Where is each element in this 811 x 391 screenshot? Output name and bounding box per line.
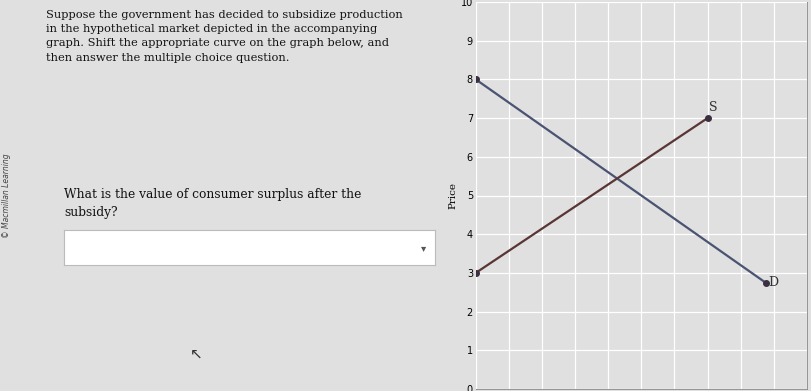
Text: What is the value of consumer surplus after the
subsidy?: What is the value of consumer surplus af…	[64, 188, 362, 219]
Text: Suppose the government has decided to subsidize production
in the hypothetical m: Suppose the government has decided to su…	[45, 10, 402, 63]
Y-axis label: Price: Price	[449, 182, 458, 209]
Text: D: D	[768, 276, 778, 289]
Text: S: S	[710, 101, 718, 114]
Text: © Macmillan Learning: © Macmillan Learning	[2, 153, 11, 238]
Text: ↖: ↖	[190, 347, 202, 362]
